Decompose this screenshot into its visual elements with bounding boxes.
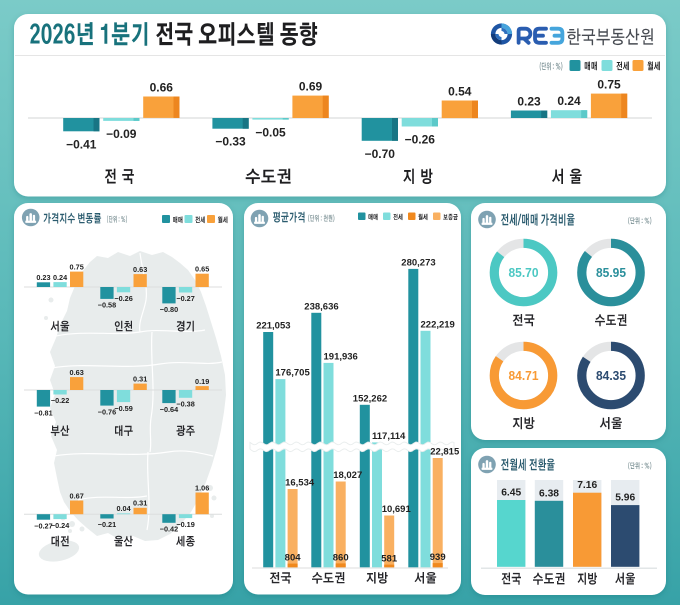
svg-text:−0.38: −0.38 [176, 399, 194, 408]
svg-text:−0.26: −0.26 [405, 132, 436, 146]
svg-text:−0.76: −0.76 [98, 407, 116, 416]
svg-text:581: 581 [381, 554, 398, 565]
svg-text:22,815: 22,815 [430, 447, 460, 458]
svg-text:176,705: 176,705 [275, 368, 310, 379]
svg-text:0.63: 0.63 [70, 368, 84, 377]
svg-text:−0.70: −0.70 [365, 147, 396, 161]
svg-text:5.96: 5.96 [615, 493, 635, 504]
svg-text:804: 804 [285, 553, 302, 564]
svg-text:−0.27: −0.27 [34, 521, 52, 530]
svg-text:860: 860 [333, 552, 349, 563]
svg-text:−0.59: −0.59 [114, 404, 132, 413]
svg-text:238,636: 238,636 [304, 301, 338, 312]
svg-text:0.63: 0.63 [133, 265, 147, 274]
svg-text:85.95: 85.95 [596, 265, 626, 280]
svg-text:84.71: 84.71 [509, 368, 539, 383]
svg-text:−0.81: −0.81 [34, 408, 52, 417]
svg-text:−0.41: −0.41 [66, 137, 97, 151]
svg-text:0.66: 0.66 [150, 81, 174, 95]
svg-text:222,219: 222,219 [421, 319, 455, 330]
svg-text:0.31: 0.31 [133, 499, 147, 508]
svg-text:152,262: 152,262 [353, 393, 387, 404]
svg-text:6.38: 6.38 [539, 488, 559, 499]
svg-text:0.24: 0.24 [53, 273, 68, 282]
svg-text:0.04: 0.04 [116, 504, 131, 513]
svg-text:84.35: 84.35 [596, 368, 626, 383]
svg-text:117,114: 117,114 [372, 431, 406, 442]
svg-text:0.23: 0.23 [36, 273, 50, 282]
svg-text:0.19: 0.19 [195, 377, 209, 386]
svg-text:16,534: 16,534 [285, 478, 315, 489]
svg-text:0.31: 0.31 [133, 374, 147, 383]
svg-text:191,936: 191,936 [324, 351, 358, 362]
svg-text:7.16: 7.16 [577, 480, 597, 491]
svg-text:−0.05: −0.05 [255, 126, 286, 140]
svg-text:−0.22: −0.22 [51, 396, 69, 405]
svg-text:0.75: 0.75 [70, 262, 84, 271]
svg-text:−0.58: −0.58 [98, 301, 116, 310]
svg-text:0.69: 0.69 [299, 80, 323, 94]
svg-text:1.06: 1.06 [195, 483, 209, 492]
svg-text:0.54: 0.54 [448, 84, 472, 98]
svg-text:0.65: 0.65 [195, 264, 209, 273]
svg-text:−0.21: −0.21 [98, 520, 116, 529]
svg-text:−0.24: −0.24 [51, 521, 70, 530]
svg-text:0.75: 0.75 [597, 78, 621, 92]
svg-text:0.67: 0.67 [70, 491, 84, 500]
svg-text:−0.64: −0.64 [160, 405, 179, 414]
svg-text:18,027: 18,027 [333, 470, 362, 481]
svg-text:0.24: 0.24 [557, 94, 581, 108]
svg-text:−0.09: −0.09 [106, 127, 137, 141]
svg-text:−0.42: −0.42 [160, 525, 178, 534]
svg-text:10,691: 10,691 [382, 504, 412, 515]
svg-text:6.45: 6.45 [501, 488, 521, 499]
svg-text:−0.26: −0.26 [114, 294, 132, 303]
svg-text:−0.80: −0.80 [160, 305, 178, 314]
svg-text:221,053: 221,053 [256, 321, 290, 332]
svg-text:939: 939 [430, 552, 446, 563]
svg-text:−0.19: −0.19 [176, 520, 194, 529]
svg-text:−0.33: −0.33 [215, 135, 246, 149]
svg-text:−0.27: −0.27 [176, 294, 194, 303]
svg-text:85.70: 85.70 [509, 265, 539, 280]
svg-text:280,273: 280,273 [401, 257, 435, 268]
svg-text:0.23: 0.23 [517, 95, 541, 109]
